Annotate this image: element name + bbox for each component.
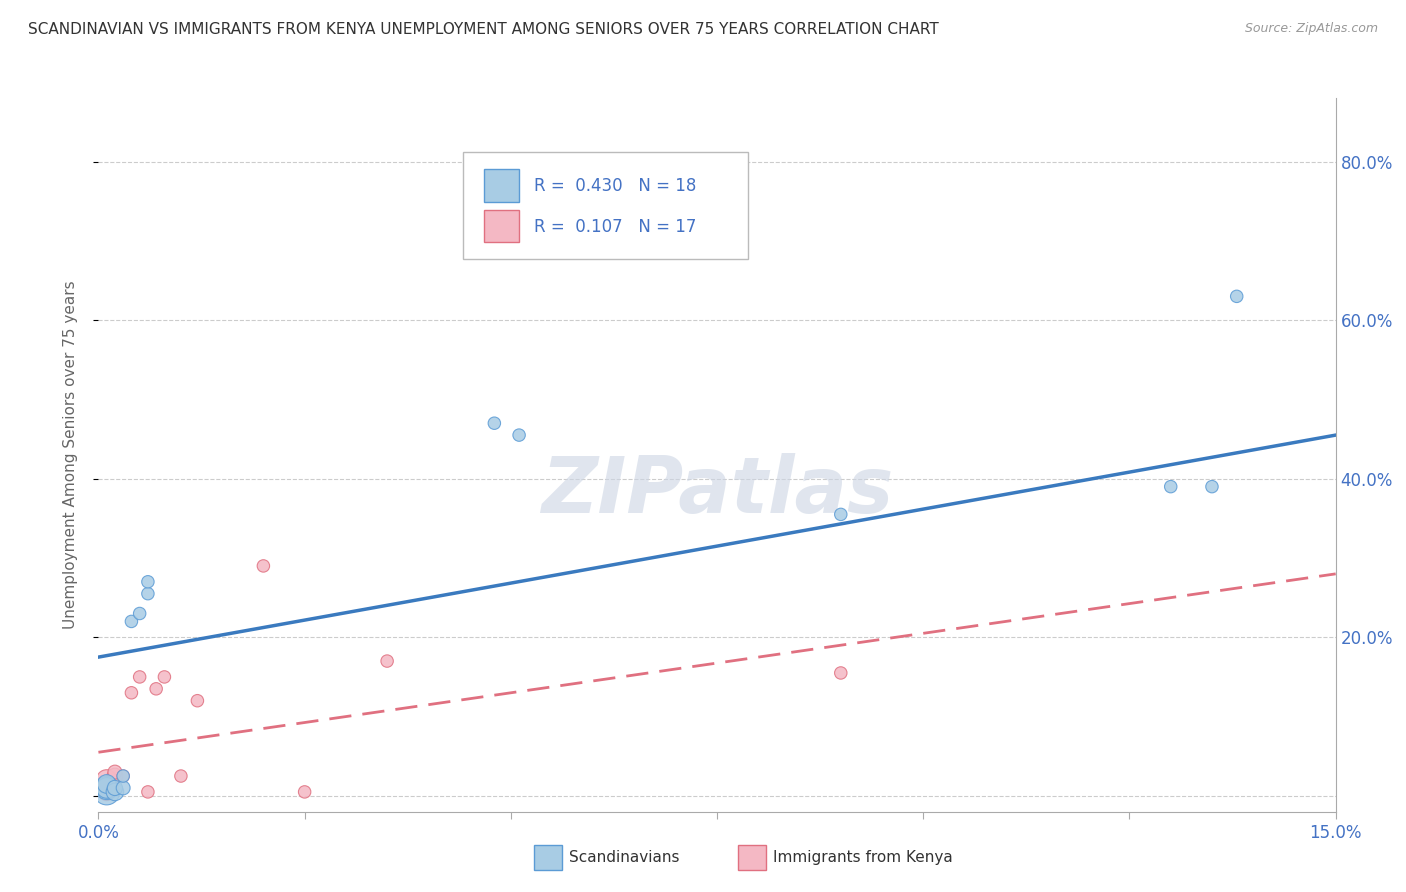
Text: Immigrants from Kenya: Immigrants from Kenya <box>773 850 953 864</box>
Text: R =  0.430   N = 18: R = 0.430 N = 18 <box>534 177 696 194</box>
Point <box>375 654 398 668</box>
Y-axis label: Unemployment Among Seniors over 75 years: Unemployment Among Seniors over 75 years <box>63 281 77 629</box>
Point <box>830 665 852 680</box>
Point <box>104 780 127 795</box>
Point <box>153 670 176 684</box>
Point <box>96 780 118 795</box>
Point <box>96 785 118 799</box>
Point <box>96 780 118 795</box>
Point <box>96 785 118 799</box>
Point <box>112 769 135 783</box>
FancyBboxPatch shape <box>485 211 519 243</box>
Point <box>96 772 118 787</box>
FancyBboxPatch shape <box>485 169 519 202</box>
Point <box>508 428 530 442</box>
Point <box>136 587 159 601</box>
Point <box>170 769 193 783</box>
Text: Source: ZipAtlas.com: Source: ZipAtlas.com <box>1244 22 1378 36</box>
Point <box>104 765 127 780</box>
Point <box>120 615 142 629</box>
Text: SCANDINAVIAN VS IMMIGRANTS FROM KENYA UNEMPLOYMENT AMONG SENIORS OVER 75 YEARS C: SCANDINAVIAN VS IMMIGRANTS FROM KENYA UN… <box>28 22 939 37</box>
Point <box>1226 289 1249 303</box>
Point <box>136 785 159 799</box>
Point <box>112 780 135 795</box>
Point <box>136 574 159 589</box>
Point <box>1160 480 1182 494</box>
Point <box>186 694 208 708</box>
Point <box>104 769 127 783</box>
Text: Scandinavians: Scandinavians <box>569 850 681 864</box>
Point <box>112 769 135 783</box>
Point <box>252 558 274 573</box>
Point <box>145 681 167 696</box>
Point <box>128 670 150 684</box>
Point <box>104 785 127 799</box>
FancyBboxPatch shape <box>464 152 748 259</box>
Text: ZIPatlas: ZIPatlas <box>541 452 893 529</box>
Text: R =  0.107   N = 17: R = 0.107 N = 17 <box>534 218 696 235</box>
Point <box>1201 480 1223 494</box>
Point <box>128 607 150 621</box>
Point <box>294 785 316 799</box>
Point <box>96 780 118 795</box>
Point <box>484 416 506 430</box>
Point <box>96 777 118 791</box>
Point <box>830 508 852 522</box>
Point <box>120 686 142 700</box>
